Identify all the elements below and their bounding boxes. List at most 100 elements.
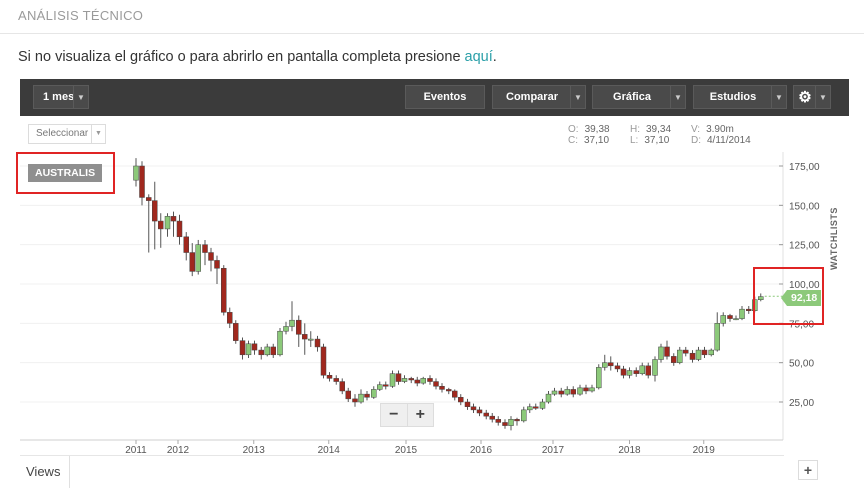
candle-body — [470, 406, 477, 411]
candle-body — [408, 378, 414, 381]
candle-body — [502, 422, 508, 426]
candlestick — [189, 243, 195, 277]
fullscreen-link[interactable]: aquí — [464, 49, 493, 65]
ohlc-date-value: 4/11/2014 — [707, 135, 751, 146]
candle-body — [133, 165, 139, 181]
candlestick — [383, 381, 389, 390]
compare-select[interactable]: Seleccionar ▼ — [28, 124, 106, 144]
candle-body — [176, 220, 183, 238]
settings-dropdown[interactable]: ⚙ ▼ — [793, 85, 831, 109]
candle-body — [345, 390, 351, 400]
candlestick — [158, 213, 164, 248]
candlestick — [314, 335, 321, 352]
candle-body — [545, 393, 552, 403]
comparar-label: Comparar — [506, 91, 558, 103]
candlestick — [176, 214, 183, 245]
candle-body — [446, 389, 452, 392]
candle-body — [364, 393, 370, 398]
candlestick — [283, 321, 289, 335]
chevron-down-icon: ▼ — [670, 86, 685, 108]
watchlists-tab[interactable]: WATCHLISTS — [829, 207, 839, 270]
comparar-dropdown[interactable]: Comparar ▼ — [492, 85, 586, 109]
candle-body — [202, 244, 208, 253]
candlestick — [645, 362, 651, 379]
candlestick — [602, 354, 608, 371]
candlestick — [727, 313, 733, 322]
candlestick — [339, 378, 345, 395]
views-label[interactable]: Views — [26, 464, 61, 479]
candle-body — [602, 362, 608, 368]
zoom-control: − + — [380, 403, 434, 427]
add-view-button[interactable]: + — [798, 460, 818, 480]
eventos-button[interactable]: Eventos — [405, 85, 485, 109]
y-tick-label: 150,00 — [789, 201, 820, 212]
estudios-dropdown[interactable]: Estudios ▼ — [693, 85, 787, 109]
section-title: ANÁLISIS TÉCNICO — [18, 8, 144, 23]
period-dropdown[interactable]: 1 mes ▼ — [33, 85, 89, 109]
candlestick — [533, 403, 539, 410]
candle-body — [720, 315, 726, 324]
candle-body — [314, 338, 321, 348]
grafica-dropdown[interactable]: Gráfica ▼ — [592, 85, 686, 109]
candle-body — [583, 387, 589, 392]
candlestick — [170, 211, 177, 237]
zoom-in-button[interactable]: + — [415, 406, 425, 423]
candle-body — [658, 346, 664, 360]
candle-body — [414, 379, 420, 384]
candlestick — [626, 367, 633, 379]
candle-body — [146, 197, 152, 201]
candlestick — [514, 417, 520, 426]
gear-icon: ⚙ — [798, 89, 812, 106]
y-tick-label: 175,00 — [789, 162, 820, 173]
candle-body — [195, 244, 201, 272]
current-price-label: 92,18 — [780, 290, 822, 306]
candle-body — [483, 412, 489, 417]
ohlc-close: C: 37,10 — [568, 135, 609, 146]
candle-body — [689, 352, 696, 360]
candle-body — [333, 378, 339, 382]
candlestick — [639, 362, 645, 376]
candlestick — [708, 348, 714, 357]
candle-body — [320, 346, 327, 376]
candlestick — [758, 293, 764, 302]
candlestick — [289, 301, 295, 332]
candle-body — [139, 165, 145, 198]
candlestick — [264, 343, 270, 357]
candle-body — [270, 346, 276, 356]
candlestick — [720, 312, 726, 327]
candle-body — [746, 308, 752, 311]
ohlc-low-value: 37,10 — [644, 135, 670, 146]
candlestick — [133, 158, 139, 187]
candle-body — [589, 387, 595, 392]
zoom-out-button[interactable]: − — [381, 404, 408, 426]
candle-body — [377, 384, 383, 390]
candlestick — [608, 356, 614, 371]
candle-body — [645, 365, 651, 376]
candle-body — [152, 200, 158, 222]
candlestick — [146, 194, 152, 253]
ohlc-low-label: L: — [630, 135, 639, 146]
candlestick — [458, 394, 464, 406]
candle-body — [708, 349, 714, 356]
x-tick-label: 2019 — [693, 445, 716, 456]
candlestick — [195, 239, 201, 275]
y-tick-label: 100,00 — [789, 280, 820, 291]
candle-body — [508, 419, 514, 426]
candlestick — [502, 419, 508, 429]
candle-body — [758, 296, 764, 300]
candlestick — [183, 232, 189, 261]
candle-body — [695, 349, 702, 360]
candle-body — [214, 260, 220, 269]
candlestick — [596, 364, 602, 390]
candlestick — [570, 386, 576, 398]
y-tick-label: 125,00 — [789, 241, 820, 252]
candlestick — [401, 375, 408, 384]
candlestick — [476, 406, 483, 417]
candlestick — [495, 416, 501, 426]
ohlc-high: H: 39,34 — [630, 124, 671, 135]
candle-body — [701, 349, 708, 356]
candlestick — [508, 416, 514, 431]
candle-body — [733, 318, 739, 321]
candlestick — [551, 387, 558, 396]
